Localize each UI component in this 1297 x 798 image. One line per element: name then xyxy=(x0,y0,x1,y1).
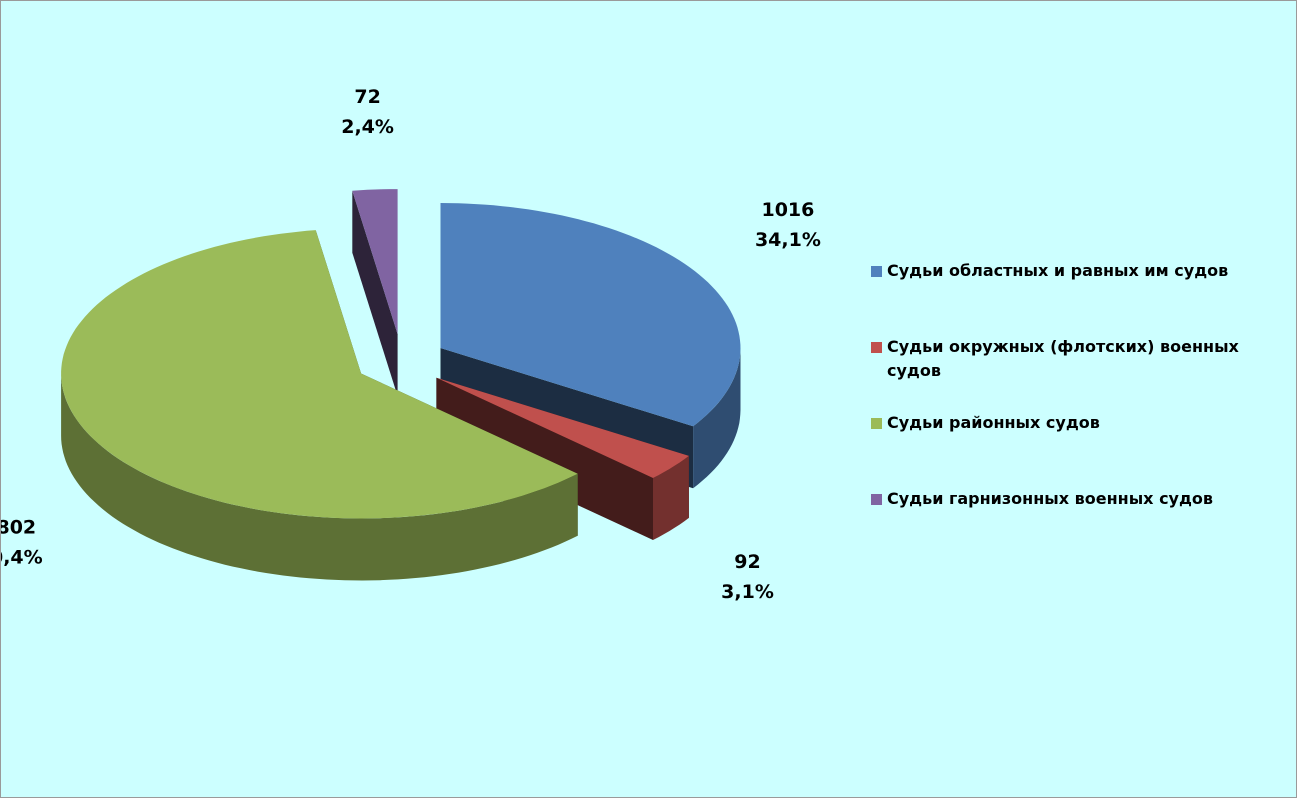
legend-swatch xyxy=(871,494,882,505)
legend-item: Судьи окружных (флотских) военных судов xyxy=(871,335,1271,411)
data-label-percent: 2,4% xyxy=(341,116,394,138)
legend-swatch xyxy=(871,266,882,277)
slice xyxy=(436,377,689,478)
pie-plot: 1016 34,1% 92 3,1% 1802 60,4% 72 2,4% xyxy=(1,86,821,603)
legend: Судьи областных и равных им судов Судьи о… xyxy=(871,259,1271,563)
legend-label: Судьи областных и равных им судов xyxy=(887,261,1229,280)
data-label-percent: 3,1% xyxy=(721,581,774,603)
slice xyxy=(440,203,741,427)
slice xyxy=(61,230,578,519)
legend-item: Судьи гарнизонных военных судов xyxy=(871,487,1271,563)
legend-label: Судьи гарнизонных военных судов xyxy=(887,489,1214,508)
slice-side xyxy=(693,348,741,489)
slice xyxy=(352,189,398,335)
legend-item: Судьи областных и равных им судов xyxy=(871,259,1271,335)
slice-side xyxy=(653,455,689,540)
legend-label: Судьи окружных (флотских) военных судов xyxy=(887,337,1239,380)
slice-cut-face xyxy=(352,190,398,397)
data-label-percent: 60,4% xyxy=(1,547,43,569)
legend-swatch xyxy=(871,342,882,353)
legend-item: Судьи районных судов xyxy=(871,411,1271,487)
data-label-percent: 34,1% xyxy=(755,229,821,251)
slice-side xyxy=(61,373,578,581)
data-label: 72 xyxy=(354,86,380,108)
data-label: 1016 xyxy=(761,199,814,221)
legend-swatch xyxy=(871,418,882,429)
data-label: 1802 xyxy=(1,517,36,539)
data-label: 92 xyxy=(734,551,760,573)
legend-label: Судьи районных судов xyxy=(887,413,1100,432)
